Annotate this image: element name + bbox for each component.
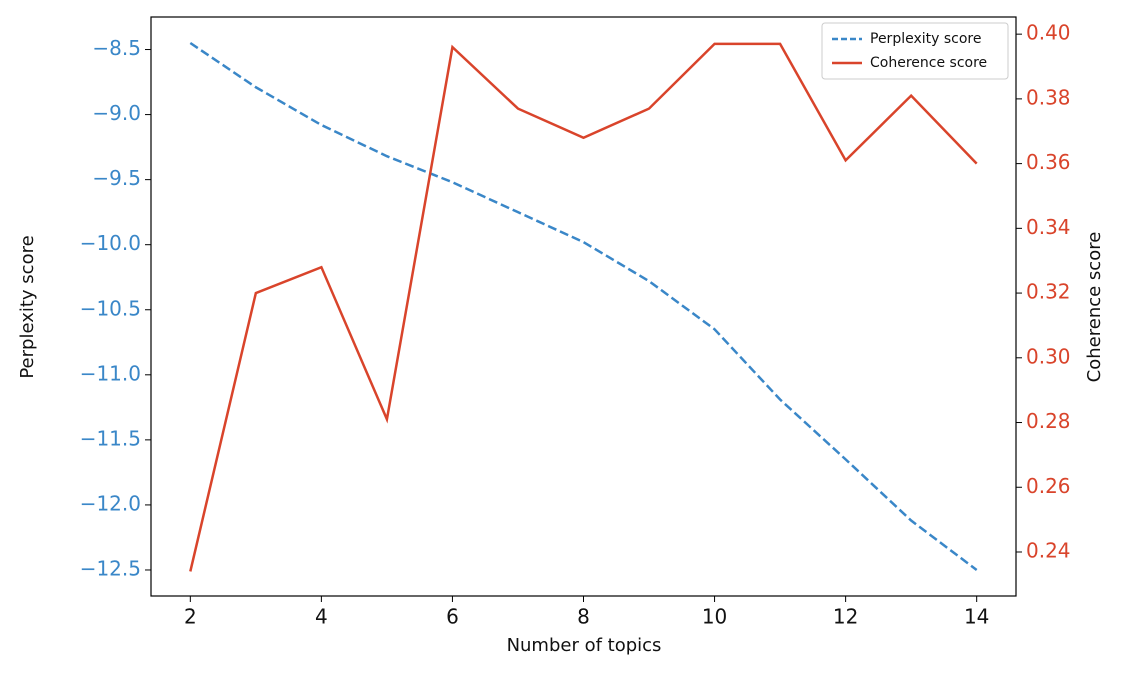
x-axis-label: Number of topics [507,635,662,656]
x-tick-label: 4 [315,605,328,629]
x-tick-label: 8 [577,605,590,629]
y-axis-label: Perplexity score [17,235,38,378]
series-line [189,42,978,572]
plot-frame [150,16,1017,597]
y-tick-label: −12.0 [80,491,141,515]
y-tick-label: −9.0 [92,101,141,125]
y-tick-label: −11.5 [80,426,141,450]
series-line [189,41,978,571]
y-tick-label: −10.0 [80,231,141,255]
y2-tick-label: 0.26 [1026,474,1071,498]
y2-tick-label: 0.36 [1026,150,1071,174]
y2-tick-label: 0.28 [1026,409,1071,433]
y2-tick-label: 0.40 [1026,21,1071,45]
legend-label: Perplexity score [870,31,981,47]
y2-axis-label: Coherence score [1084,232,1105,383]
y-tick-label: −9.5 [92,166,141,190]
x-tick-label: 2 [184,605,197,629]
x-tick-label: 10 [702,605,727,629]
x-tick-label: 12 [833,605,858,629]
legend-box [821,22,1009,80]
legend-label: Coherence score [870,55,987,71]
y-tick-label: −11.0 [80,361,141,385]
y2-tick-label: 0.24 [1026,538,1071,562]
y2-tick-label: 0.38 [1026,85,1071,109]
y-tick-label: −8.5 [92,36,141,60]
y2-tick-label: 0.34 [1026,215,1071,239]
y2-tick-label: 0.30 [1026,344,1071,368]
y-tick-label: −10.5 [80,296,141,320]
x-tick-label: 14 [964,605,989,629]
y-tick-label: −12.5 [80,556,141,580]
x-tick-label: 6 [446,605,459,629]
y2-tick-label: 0.32 [1026,280,1071,304]
